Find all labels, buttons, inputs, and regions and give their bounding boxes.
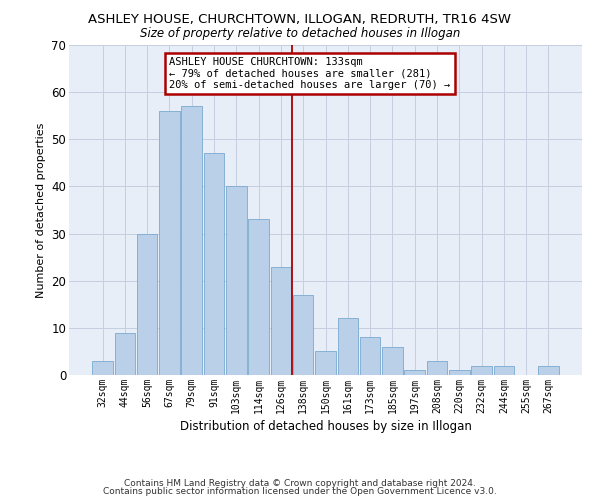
Bar [404,370,425,375]
Bar [204,154,224,375]
Bar [427,361,447,375]
Bar [293,295,313,375]
Bar [137,234,157,375]
Bar [159,111,180,375]
Bar [538,366,559,375]
Text: Size of property relative to detached houses in Illogan: Size of property relative to detached ho… [140,28,460,40]
Bar [92,361,113,375]
Bar [226,186,247,375]
Text: ASHLEY HOUSE CHURCHTOWN: 133sqm
← 79% of detached houses are smaller (281)
20% o: ASHLEY HOUSE CHURCHTOWN: 133sqm ← 79% of… [169,57,451,90]
Bar [115,332,135,375]
Bar [494,366,514,375]
Bar [471,366,492,375]
Bar [360,338,380,375]
Text: ASHLEY HOUSE, CHURCHTOWN, ILLOGAN, REDRUTH, TR16 4SW: ASHLEY HOUSE, CHURCHTOWN, ILLOGAN, REDRU… [89,12,511,26]
Text: Contains HM Land Registry data © Crown copyright and database right 2024.: Contains HM Land Registry data © Crown c… [124,478,476,488]
Bar [382,346,403,375]
Bar [449,370,470,375]
X-axis label: Distribution of detached houses by size in Illogan: Distribution of detached houses by size … [179,420,472,433]
Bar [248,220,269,375]
Text: Contains public sector information licensed under the Open Government Licence v3: Contains public sector information licen… [103,487,497,496]
Y-axis label: Number of detached properties: Number of detached properties [36,122,46,298]
Bar [181,106,202,375]
Bar [271,266,291,375]
Bar [338,318,358,375]
Bar [315,352,336,375]
